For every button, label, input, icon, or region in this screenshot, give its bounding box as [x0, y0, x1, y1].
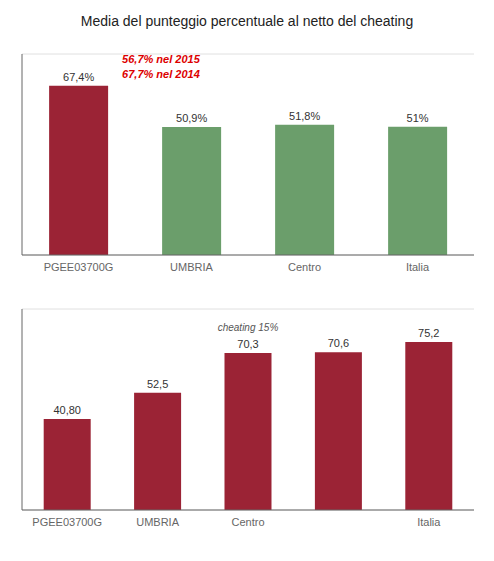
svg-text:51%: 51% — [407, 112, 429, 124]
svg-text:cheating 15%: cheating 15% — [218, 322, 279, 333]
svg-text:67,7% nel 2014: 67,7% nel 2014 — [122, 68, 200, 80]
svg-text:Italia: Italia — [417, 516, 441, 528]
svg-text:56,7% nel 2015: 56,7% nel 2015 — [122, 53, 201, 65]
svg-text:40,80: 40,80 — [53, 404, 81, 416]
svg-text:Centro: Centro — [288, 261, 321, 273]
svg-text:Centro: Centro — [231, 516, 264, 528]
svg-text:75,2: 75,2 — [418, 327, 439, 339]
svg-text:67,4%: 67,4% — [63, 71, 94, 83]
svg-text:50,9%: 50,9% — [176, 112, 207, 124]
svg-text:UMBRIA: UMBRIA — [136, 516, 179, 528]
html-text:Media del punteggio percentual: Media del punteggio percentuale al netto… — [80, 13, 414, 29]
svg-text:Italia: Italia — [406, 261, 430, 273]
svg-text:PGEE03700G: PGEE03700G — [32, 516, 102, 528]
svg-text:70,3: 70,3 — [237, 338, 258, 350]
svg-text:PGEE03700G: PGEE03700G — [44, 261, 114, 273]
svg-text:52,5: 52,5 — [147, 378, 168, 390]
svg-text:70,6: 70,6 — [328, 337, 349, 349]
svg-text:UMBRIA: UMBRIA — [170, 261, 213, 273]
svg-text:51,8%: 51,8% — [289, 110, 320, 122]
